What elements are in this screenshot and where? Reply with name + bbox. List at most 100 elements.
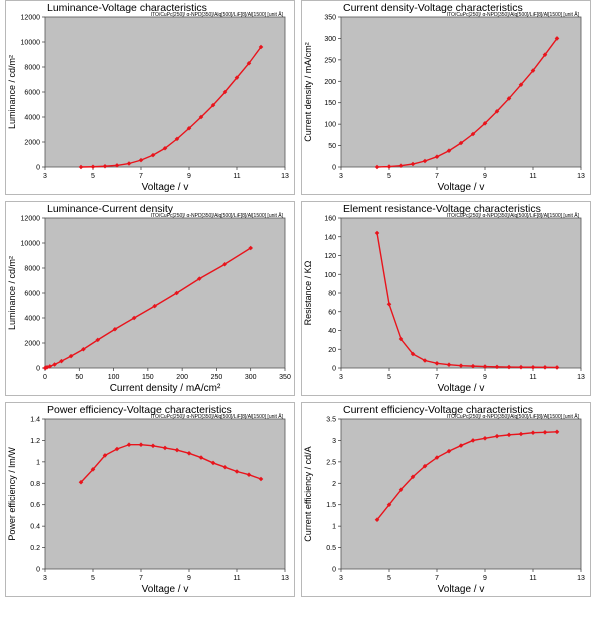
series-line <box>376 38 558 168</box>
y-tick-label: 0 <box>36 165 40 172</box>
data-point <box>246 60 252 66</box>
x-tick-label: 9 <box>483 374 487 381</box>
series-line <box>80 46 262 168</box>
y-tick-label: 0 <box>36 567 40 574</box>
y-tick-label: 0 <box>332 165 336 172</box>
data-point <box>506 96 512 101</box>
x-tick-label: 50 <box>75 374 83 381</box>
y-axis-label: Luminance / cd/m² <box>7 55 17 129</box>
y-tick-label: 0 <box>332 366 336 373</box>
y-tick-label: 6000 <box>24 291 40 298</box>
data-point <box>398 163 404 169</box>
data-point <box>126 161 132 166</box>
data-point <box>482 120 488 126</box>
data-point <box>374 164 380 170</box>
series-line <box>376 431 558 521</box>
y-tick-label: 100 <box>324 122 336 129</box>
y-tick-label: 1 <box>36 459 40 466</box>
x-tick-label: 100 <box>108 374 120 381</box>
y-tick-label: 80 <box>328 291 336 298</box>
data-point <box>222 261 227 267</box>
x-tick-label: 9 <box>187 173 191 180</box>
data-point <box>114 446 120 452</box>
y-tick-label: 12000 <box>21 15 41 22</box>
x-axis-label: Voltage / v <box>438 182 485 193</box>
y-tick-label: 1 <box>332 524 336 531</box>
chart-subtitle: ITO/CuPc[250]/ α-NPD[350]/Alq[500]/LiF[8… <box>447 11 580 18</box>
data-point <box>68 353 74 359</box>
data-point <box>446 362 452 368</box>
x-tick-label: 3 <box>339 173 343 180</box>
x-axis-label: Voltage / v <box>142 182 189 193</box>
x-axis-label: Voltage / v <box>438 584 485 595</box>
x-tick-label: 3 <box>43 575 47 582</box>
data-point <box>410 161 416 167</box>
data-point <box>174 136 180 142</box>
y-tick-label: 160 <box>324 216 336 223</box>
y-tick-label: 300 <box>324 36 336 43</box>
data-point <box>458 363 464 368</box>
y-tick-label: 0.5 <box>326 545 336 552</box>
data-point <box>422 463 428 469</box>
data-point <box>138 157 144 163</box>
chart-subtitle: ITO/CuPc[250]/ α-NPD[350]/Alq[500]/LiF[8… <box>151 11 284 18</box>
x-tick-label: 3 <box>43 173 47 180</box>
data-point <box>162 145 168 151</box>
x-tick-label: 7 <box>435 374 439 381</box>
data-point <box>222 89 228 95</box>
data-point <box>470 131 476 137</box>
chart-subtitle: ITO/CuPc[250]/ α-NPD[350]/Alq[500]/LiF[8… <box>151 212 284 219</box>
x-tick-label: 5 <box>91 173 95 180</box>
data-point <box>494 364 500 370</box>
x-tick-label: 5 <box>91 575 95 582</box>
data-point <box>95 337 101 343</box>
y-tick-label: 100 <box>324 272 336 279</box>
y-axis-label: Resistance / KΩ <box>303 260 313 325</box>
data-point <box>59 358 64 364</box>
x-tick-label: 9 <box>483 575 487 582</box>
y-axis-label: Power efficiency / lm/W <box>7 447 17 541</box>
chart-title: Element resistance-Voltage characteristi… <box>343 203 541 215</box>
data-point <box>506 432 512 438</box>
data-point <box>482 435 488 441</box>
chart-5: Power efficiency-Voltage characteristics… <box>5 402 295 597</box>
data-point <box>410 351 416 357</box>
data-point <box>434 361 440 366</box>
y-axis-label: Current density / mA/cm² <box>303 42 313 142</box>
data-point <box>152 303 158 309</box>
y-tick-label: 0.8 <box>30 481 40 488</box>
y-tick-label: 0.2 <box>30 545 40 552</box>
data-point <box>446 448 452 454</box>
data-point <box>210 102 216 108</box>
data-point <box>506 364 512 370</box>
y-tick-label: 60 <box>328 309 336 316</box>
y-tick-label: 200 <box>324 79 336 86</box>
data-point <box>458 140 464 146</box>
chart-2: Current density-Voltage characteristicsI… <box>301 0 591 195</box>
chart-subtitle: ITO/CuPc[250]/ α-NPD[350]/Alq[500]/LiF[8… <box>151 413 284 420</box>
y-tick-label: 0.6 <box>30 502 40 509</box>
y-tick-label: 10000 <box>21 241 41 248</box>
y-tick-label: 1.4 <box>30 417 40 424</box>
chart-6: Current efficiency-Voltage characteristi… <box>301 402 591 597</box>
data-point <box>494 108 500 114</box>
data-point <box>234 75 240 80</box>
chart-title: Current density-Voltage characteristics <box>343 2 523 14</box>
data-point <box>422 158 428 164</box>
plot-area <box>44 217 286 369</box>
y-tick-label: 0 <box>36 366 40 373</box>
plot-area <box>340 217 582 369</box>
y-tick-label: 140 <box>324 234 336 241</box>
x-tick-label: 13 <box>281 173 289 180</box>
chart-subtitle: ITO/CuPc[250]/ α-NPD[350]/Alq[500]/LiF[8… <box>447 413 580 420</box>
x-tick-label: 3 <box>339 374 343 381</box>
x-axis-label: Voltage / v <box>438 383 485 394</box>
y-tick-label: 4000 <box>24 316 40 323</box>
data-point <box>386 164 392 169</box>
data-point <box>422 358 428 363</box>
data-point <box>494 433 500 439</box>
data-point <box>198 114 204 120</box>
data-point <box>78 164 84 170</box>
data-point <box>434 154 440 160</box>
